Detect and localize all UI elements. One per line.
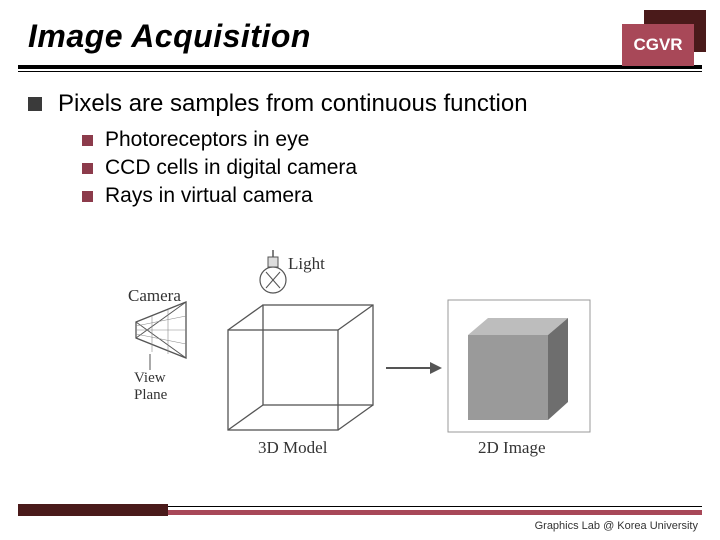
diagram-label-camera: Camera [128, 286, 181, 306]
diagram-label-2dimage: 2D Image [478, 438, 546, 458]
sub-bullet-text: CCD cells in digital camera [105, 156, 357, 180]
wire-cube-icon [228, 305, 373, 430]
light-bulb-icon [260, 250, 286, 293]
slide-header: Image Acquisition CGVR [0, 0, 720, 65]
slide-content: Pixels are samples from continuous funct… [0, 72, 720, 208]
diagram-label-viewplane2: Plane [134, 387, 167, 404]
diagram-label-light: Light [288, 254, 325, 274]
list-item: CCD cells in digital camera [82, 156, 692, 180]
footer-text: Graphics Lab @ Korea University [535, 520, 698, 532]
arrow-icon [386, 362, 442, 374]
slide-title: Image Acquisition [28, 18, 692, 55]
list-item: Rays in virtual camera [82, 184, 692, 208]
sub-bullet-text: Photoreceptors in eye [105, 128, 309, 152]
shaded-cube-icon [448, 300, 590, 432]
bullet-text: Pixels are samples from continuous funct… [58, 90, 528, 118]
bullet-row: Pixels are samples from continuous funct… [28, 90, 692, 118]
diagram-label-3dmodel: 3D Model [258, 438, 327, 458]
bullet-icon [28, 97, 42, 111]
camera-icon [136, 302, 186, 358]
title-rule-thick [18, 65, 702, 69]
sub-bullet-text: Rays in virtual camera [105, 184, 313, 208]
sub-bullet-list: Photoreceptors in eye CCD cells in digit… [82, 128, 692, 208]
badge-label: CGVR [622, 24, 694, 66]
bullet-icon [82, 135, 93, 146]
bullet-icon [82, 191, 93, 202]
bullet-icon [82, 163, 93, 174]
diagram-area: Light Camera View Plane 3D Model 2D Imag… [128, 250, 598, 480]
list-item: Photoreceptors in eye [82, 128, 692, 152]
footer-accent-box [18, 504, 168, 516]
diagram-label-viewplane1: View [134, 370, 166, 387]
